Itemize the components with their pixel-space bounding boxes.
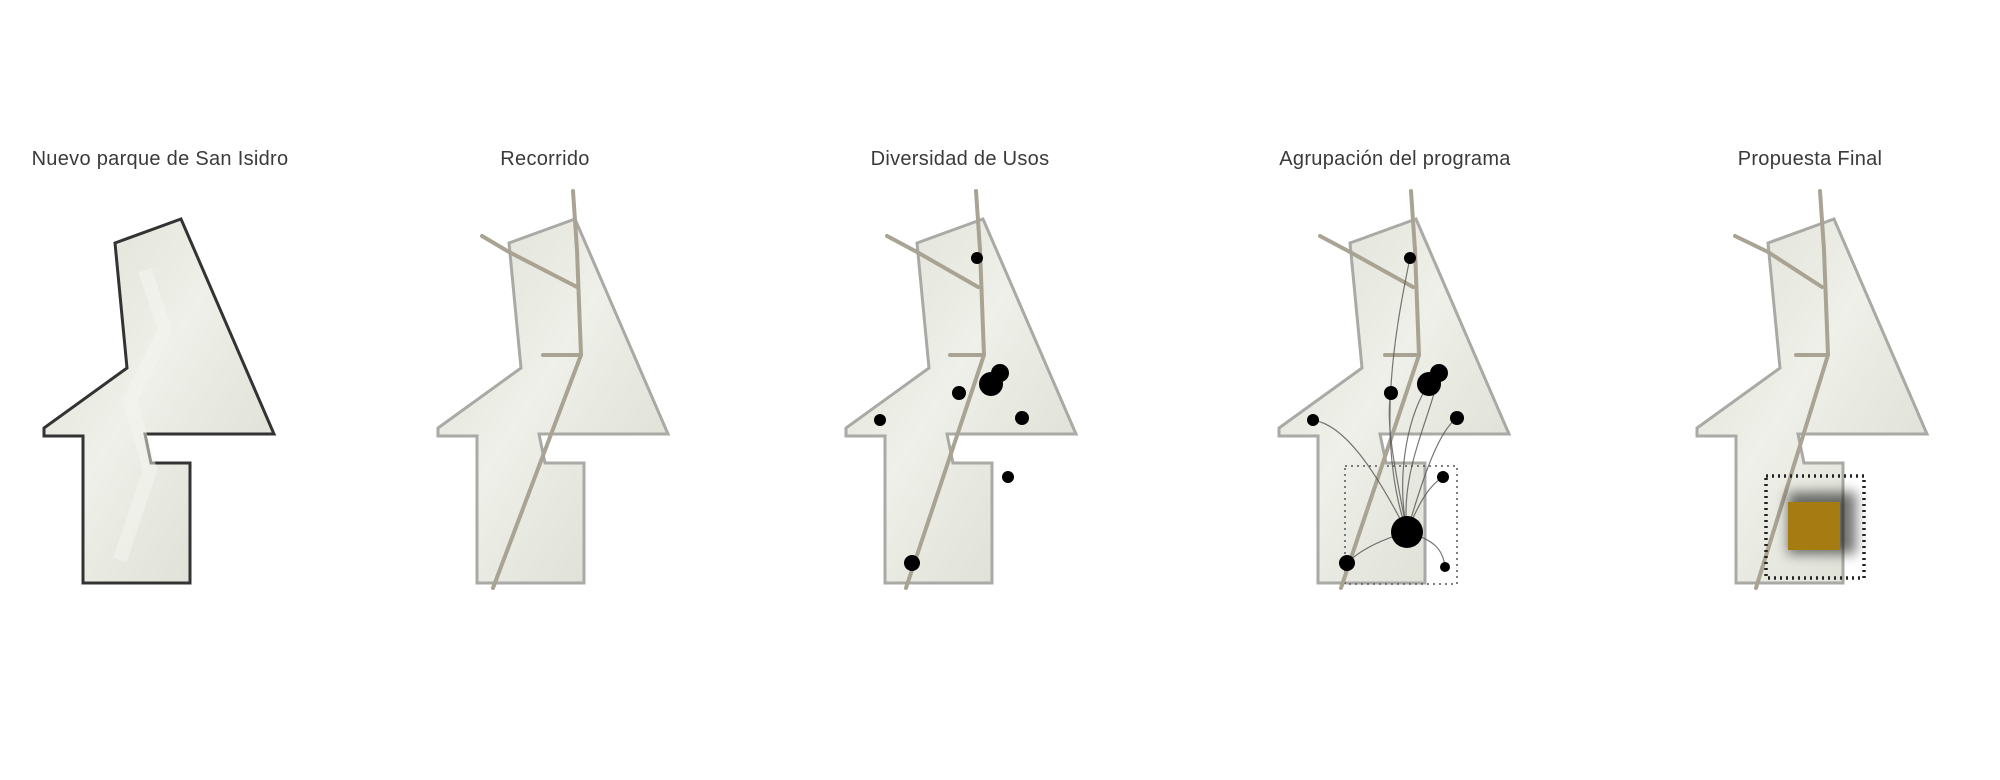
final-building-block	[1788, 502, 1840, 550]
use-point	[971, 252, 983, 264]
use-point	[1404, 252, 1416, 264]
uses-diagram	[760, 0, 1160, 780]
final-proposal-diagram	[1610, 0, 2000, 780]
panel-agrupacion-del-programa: Agrupación del programa	[1195, 0, 1595, 780]
use-point	[1307, 414, 1319, 426]
use-point	[1384, 386, 1398, 400]
route-diagram	[345, 0, 745, 780]
panel-propuesta-final: Propuesta Final	[1610, 0, 2000, 780]
site-plan-diagram	[0, 0, 360, 780]
site-outline	[846, 219, 1076, 583]
panel-diversidad-de-usos: Diversidad de Usos	[760, 0, 1160, 780]
use-point	[1015, 411, 1029, 425]
use-point	[874, 414, 886, 426]
use-point	[1417, 372, 1441, 396]
use-point	[1002, 471, 1014, 483]
use-point	[952, 386, 966, 400]
use-point	[1437, 471, 1449, 483]
use-point	[904, 555, 920, 571]
use-point	[979, 372, 1003, 396]
use-point	[1450, 411, 1464, 425]
use-point	[1440, 562, 1450, 572]
use-point	[1339, 555, 1355, 571]
panel-nuevo-parque: Nuevo parque de San Isidro	[0, 0, 360, 780]
site-outline	[44, 219, 274, 583]
program-hub	[1391, 516, 1423, 548]
panel-recorrido: Recorrido	[345, 0, 745, 780]
grouping-diagram	[1195, 0, 1595, 780]
